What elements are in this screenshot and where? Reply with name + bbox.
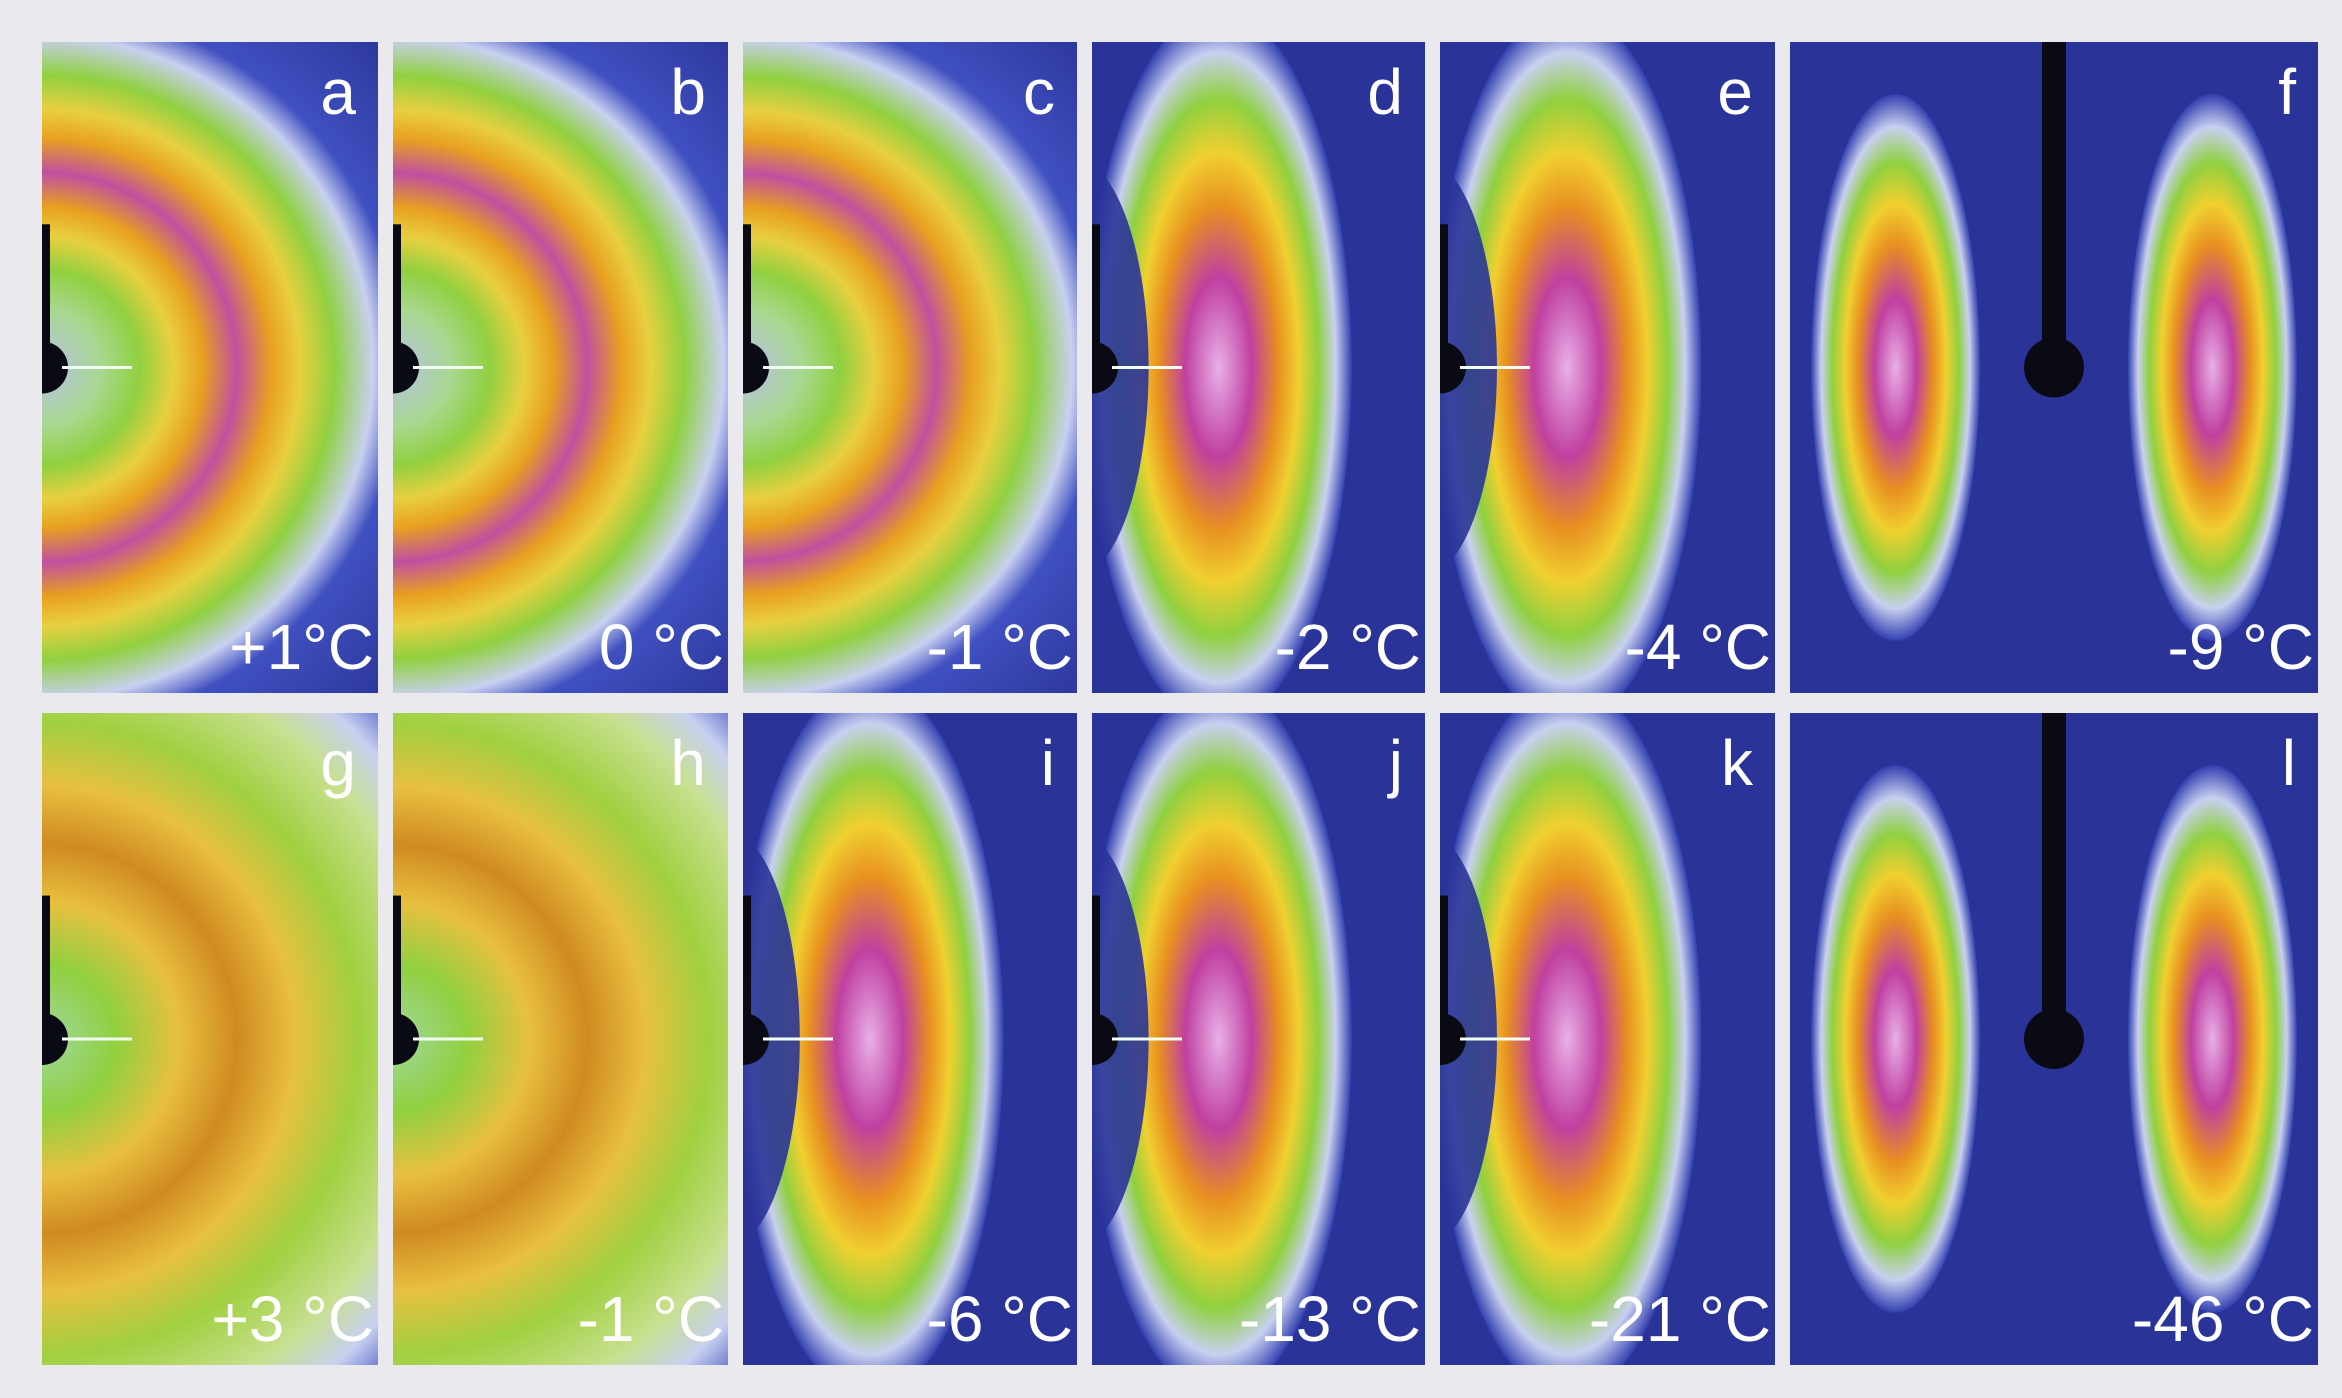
temperature-label: -21 °C — [1588, 1283, 1771, 1355]
temperature-label: -4 °C — [1624, 611, 1772, 683]
diffraction-pattern — [1092, 713, 1425, 1365]
panel-letter: e — [1717, 56, 1753, 128]
panel-letter: h — [670, 727, 706, 799]
temperature-label: -13 °C — [1238, 1283, 1421, 1355]
panel-letter: j — [1388, 727, 1403, 799]
temperature-label: -1 °C — [577, 1283, 725, 1355]
temperature-label: 0 °C — [598, 611, 724, 683]
temperature-label: -9 °C — [2167, 611, 2315, 683]
pattern-panel: j -13 °C — [1092, 713, 1425, 1365]
diffraction-pattern — [1790, 42, 2318, 693]
panel-letter: d — [1367, 56, 1403, 128]
pattern-panel: h -1 °C — [393, 713, 728, 1365]
temperature-label: +3 °C — [211, 1283, 374, 1355]
diffraction-pattern — [42, 713, 378, 1365]
panel-letter: l — [2281, 727, 2296, 799]
diffraction-pattern — [42, 42, 378, 693]
panel-letter: g — [320, 727, 356, 799]
panel-letter: c — [1023, 56, 1055, 128]
diffraction-pattern — [743, 42, 1077, 693]
diffraction-pattern — [1440, 42, 1775, 693]
panel-letter: b — [670, 56, 706, 128]
pattern-panel: a +1°C — [42, 42, 378, 693]
temperature-label: -46 °C — [2131, 1283, 2314, 1355]
panel-letter: a — [320, 56, 356, 128]
diffraction-pattern — [1440, 713, 1775, 1365]
diffraction-pattern — [393, 42, 728, 693]
pattern-panel: c -1 °C — [743, 42, 1077, 693]
temperature-label: +1°C — [229, 611, 374, 683]
diffraction-pattern — [743, 713, 1077, 1365]
pattern-panel: g +3 °C — [42, 713, 378, 1365]
panel-letter: f — [2278, 56, 2296, 128]
pattern-panel: i -6 °C — [743, 713, 1077, 1365]
pattern-panel: f -9 °C — [1790, 42, 2318, 693]
pattern-panel: d -2 °C — [1092, 42, 1425, 693]
panel-letter: k — [1721, 727, 1753, 799]
temperature-label: -6 °C — [926, 1283, 1074, 1355]
pattern-panel: b 0 °C — [393, 42, 728, 693]
pattern-panel: l -46 °C — [1790, 713, 2318, 1365]
diffraction-pattern — [1092, 42, 1425, 693]
diffraction-pattern — [1790, 713, 2318, 1365]
pattern-panel: k -21 °C — [1440, 713, 1775, 1365]
diffraction-pattern — [393, 713, 728, 1365]
pattern-panel: e -4 °C — [1440, 42, 1775, 693]
temperature-label: -2 °C — [1274, 611, 1422, 683]
temperature-label: -1 °C — [926, 611, 1074, 683]
panel-letter: i — [1040, 727, 1055, 799]
